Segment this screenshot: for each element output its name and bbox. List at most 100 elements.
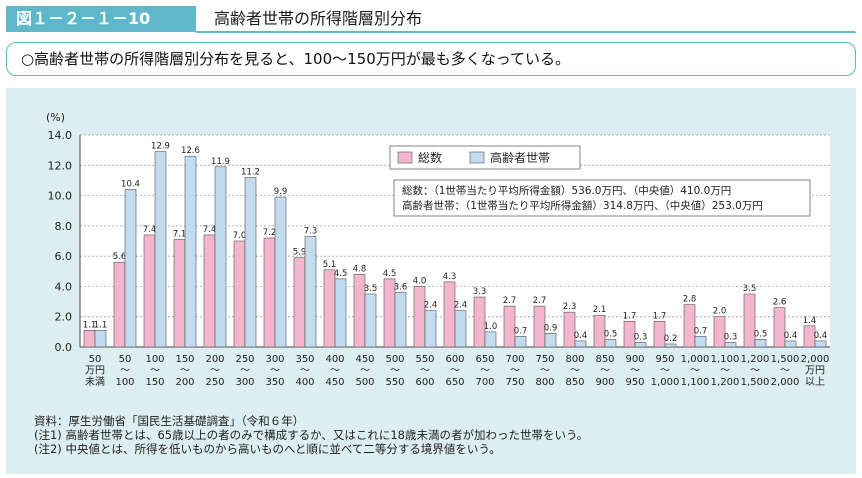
x-tick-label: ～ — [780, 366, 790, 377]
x-tick-label: ～ — [480, 366, 490, 377]
x-tick-label: 900 — [625, 354, 644, 365]
data-label: 0.4 — [814, 331, 828, 341]
bar — [293, 257, 306, 348]
bar — [814, 340, 827, 348]
data-label: 5.6 — [113, 252, 127, 262]
legend-swatch — [469, 151, 485, 164]
data-label: 7.4 — [143, 225, 157, 235]
y-tick-label: 4.0 — [55, 280, 73, 293]
bar — [173, 239, 186, 348]
data-label: 4.3 — [443, 272, 457, 282]
bar — [503, 305, 516, 348]
data-label: 2.7 — [503, 296, 517, 306]
bar — [454, 310, 467, 348]
x-tick-label: 450 — [325, 377, 344, 388]
data-label: 0.5 — [604, 329, 618, 339]
bar — [323, 269, 336, 348]
x-tick-label: 500 — [355, 377, 374, 388]
x-tick-label: ～ — [570, 366, 580, 377]
x-tick-label: 500 — [385, 354, 404, 365]
bar — [653, 320, 666, 348]
header-divider — [196, 31, 856, 33]
x-tick-label: ～ — [450, 366, 460, 377]
data-label: 0.2 — [664, 334, 678, 344]
figure-title: 高齢者世帯の所得階層別分布 — [214, 9, 423, 28]
x-tick-label: 350 — [295, 354, 314, 365]
x-tick-label: 550 — [385, 377, 404, 388]
x-tick-label: 100 — [145, 354, 164, 365]
bar — [623, 320, 636, 348]
data-label: 3.3 — [473, 287, 487, 297]
data-label: 2.7 — [533, 296, 547, 306]
bar-chart: 0.02.04.06.08.010.012.014.0(%)1.11.150万円… — [46, 111, 830, 388]
x-tick-label: ～ — [390, 366, 400, 377]
data-label: 12.9 — [151, 142, 170, 152]
x-tick-label: ～ — [690, 366, 700, 377]
x-tick-label: ～ — [720, 366, 730, 377]
legend-label: 高齢者世帯 — [490, 150, 550, 165]
annotation-text: 高齢者世帯：（1世帯当たり平均所得金額）314.8万円、（中央値）253.0万円 — [402, 199, 763, 212]
data-label: 1.7 — [623, 311, 637, 321]
x-tick-label: ～ — [300, 366, 310, 377]
data-label: 2.8 — [683, 295, 697, 305]
data-label: 1.0 — [484, 322, 498, 332]
y-tick-label: 12.0 — [48, 159, 73, 172]
x-tick-label: 1,500 — [771, 354, 800, 365]
x-tick-label: 未満 — [85, 376, 105, 388]
data-label: 11.9 — [211, 157, 230, 167]
x-tick-label: 900 — [595, 377, 614, 388]
bar — [574, 340, 587, 348]
bar — [773, 307, 786, 348]
bar — [803, 325, 816, 348]
data-label: 2.4 — [454, 301, 468, 311]
bar — [514, 336, 527, 348]
data-label: 5.9 — [293, 248, 307, 258]
footnote-1: (注1) 高齢者世帯とは、65歳以上の者のみで構成するか、又はこれに18歳未満の… — [34, 428, 589, 442]
bar — [394, 292, 407, 348]
data-label: 7.3 — [304, 226, 318, 236]
x-tick-label: ～ — [420, 366, 430, 377]
data-label: 0.9 — [544, 323, 558, 333]
data-label: 11.2 — [241, 167, 260, 177]
x-tick-label: ～ — [630, 366, 640, 377]
x-tick-label: 150 — [145, 377, 164, 388]
bar — [203, 234, 216, 348]
data-label: 0.3 — [724, 332, 738, 342]
data-label: 4.5 — [334, 269, 348, 279]
x-tick-label: 850 — [595, 354, 614, 365]
data-label: 1.7 — [653, 311, 667, 321]
bar — [334, 278, 347, 348]
x-tick-label: ～ — [210, 366, 220, 377]
x-tick-label: 1,200 — [711, 377, 740, 388]
bar — [94, 330, 107, 348]
x-tick-label: 450 — [355, 354, 374, 365]
data-label: 0.4 — [574, 331, 588, 341]
bar — [484, 331, 497, 348]
x-tick-label: ～ — [270, 366, 280, 377]
x-tick-label: 1,100 — [681, 377, 710, 388]
bar — [143, 234, 156, 348]
x-tick-label: 950 — [625, 377, 644, 388]
data-label: 10.4 — [121, 180, 140, 190]
bar — [533, 305, 546, 348]
data-label: 7.2 — [263, 228, 277, 238]
data-label: 1.1 — [94, 320, 108, 330]
x-tick-label: 350 — [265, 377, 284, 388]
bar — [304, 236, 317, 348]
x-tick-label: ～ — [510, 366, 520, 377]
x-tick-label: 650 — [475, 354, 494, 365]
bar — [713, 316, 726, 348]
x-tick-label: 50 — [119, 354, 132, 365]
x-tick-label: 850 — [565, 377, 584, 388]
x-tick-label: 1,100 — [711, 354, 740, 365]
x-tick-label: 200 — [205, 354, 224, 365]
data-label: 0.5 — [754, 329, 768, 339]
x-tick-label: 150 — [175, 354, 194, 365]
x-tick-label: 2,000 — [771, 377, 800, 388]
data-label: 0.4 — [784, 331, 798, 341]
bar — [233, 240, 246, 348]
x-tick-label: 600 — [445, 354, 464, 365]
y-tick-label: 2.0 — [55, 311, 73, 324]
bar — [604, 339, 617, 348]
x-tick-label: 800 — [535, 377, 554, 388]
